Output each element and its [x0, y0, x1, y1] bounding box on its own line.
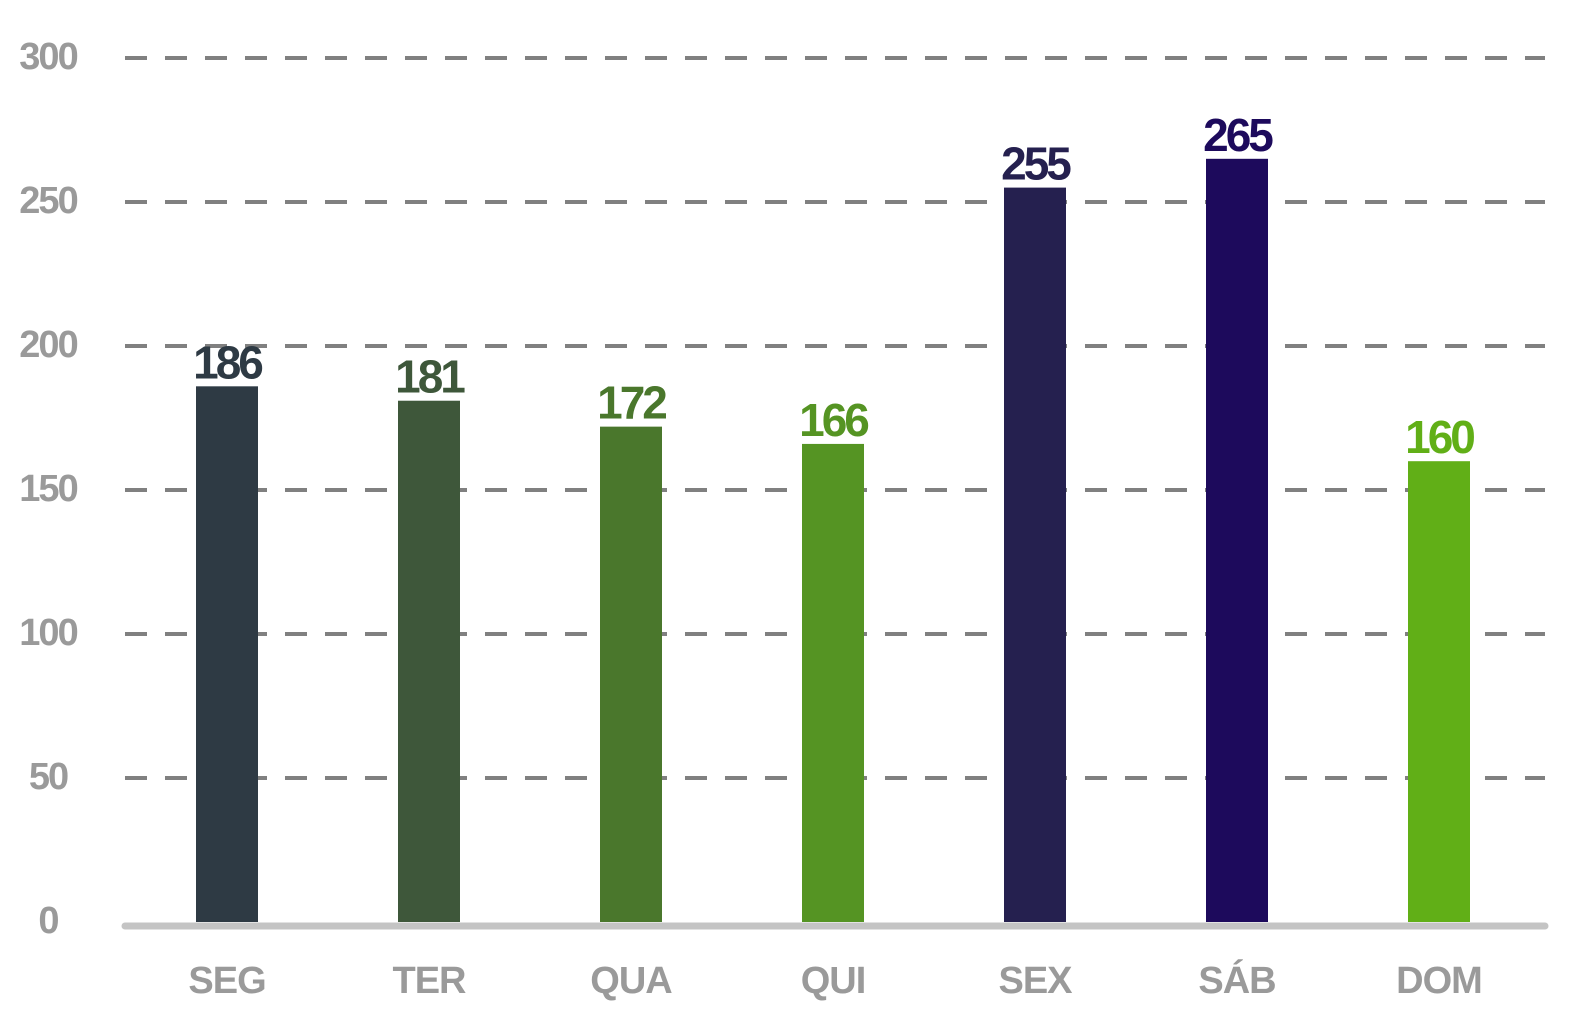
y-tick-label-100: 100 [19, 612, 77, 654]
bar-dom [1408, 461, 1470, 922]
y-axis-tick-labels: 0 50 100 150 200 250 300 [19, 36, 79, 942]
value-label-dom: 160 [1405, 411, 1474, 463]
x-tick-label-sab: SÁB [1198, 958, 1275, 1002]
value-label-qua: 172 [597, 377, 666, 429]
bar-qui [802, 443, 864, 922]
x-tick-label-dom: DOM [1396, 960, 1482, 1002]
bar-sex [1004, 187, 1066, 923]
bar-value-labels: 186 181 172 166 255 265 160 [193, 109, 1477, 463]
value-label-ter: 181 [395, 351, 465, 403]
x-tick-label-ter: TER [393, 960, 467, 1002]
value-label-seg: 186 [193, 336, 262, 388]
bars [196, 158, 1470, 923]
y-tick-label-250: 250 [19, 180, 77, 222]
bar-ter [398, 400, 460, 923]
y-tick-label-50: 50 [29, 756, 68, 798]
x-tick-label-sex: SEX [998, 960, 1073, 1002]
bar-sab [1206, 158, 1268, 923]
bar-qua [600, 426, 662, 922]
y-tick-label-300: 300 [19, 36, 77, 78]
x-tick-label-seg: SEG [188, 960, 265, 1002]
y-tick-label-200: 200 [19, 324, 77, 366]
x-tick-label-qua: QUA [590, 960, 672, 1002]
y-tick-label-0: 0 [38, 900, 58, 942]
value-label-qui: 166 [799, 394, 868, 446]
x-tick-label-qui: QUI [801, 960, 866, 1002]
value-label-sab: 265 [1203, 109, 1273, 161]
bar-seg [196, 386, 258, 922]
x-axis-tick-labels: SEG TER QUA QUI SEX SÁB DOM [188, 958, 1482, 1002]
value-label-sex: 255 [1001, 138, 1071, 190]
y-tick-label-150: 150 [19, 468, 77, 510]
